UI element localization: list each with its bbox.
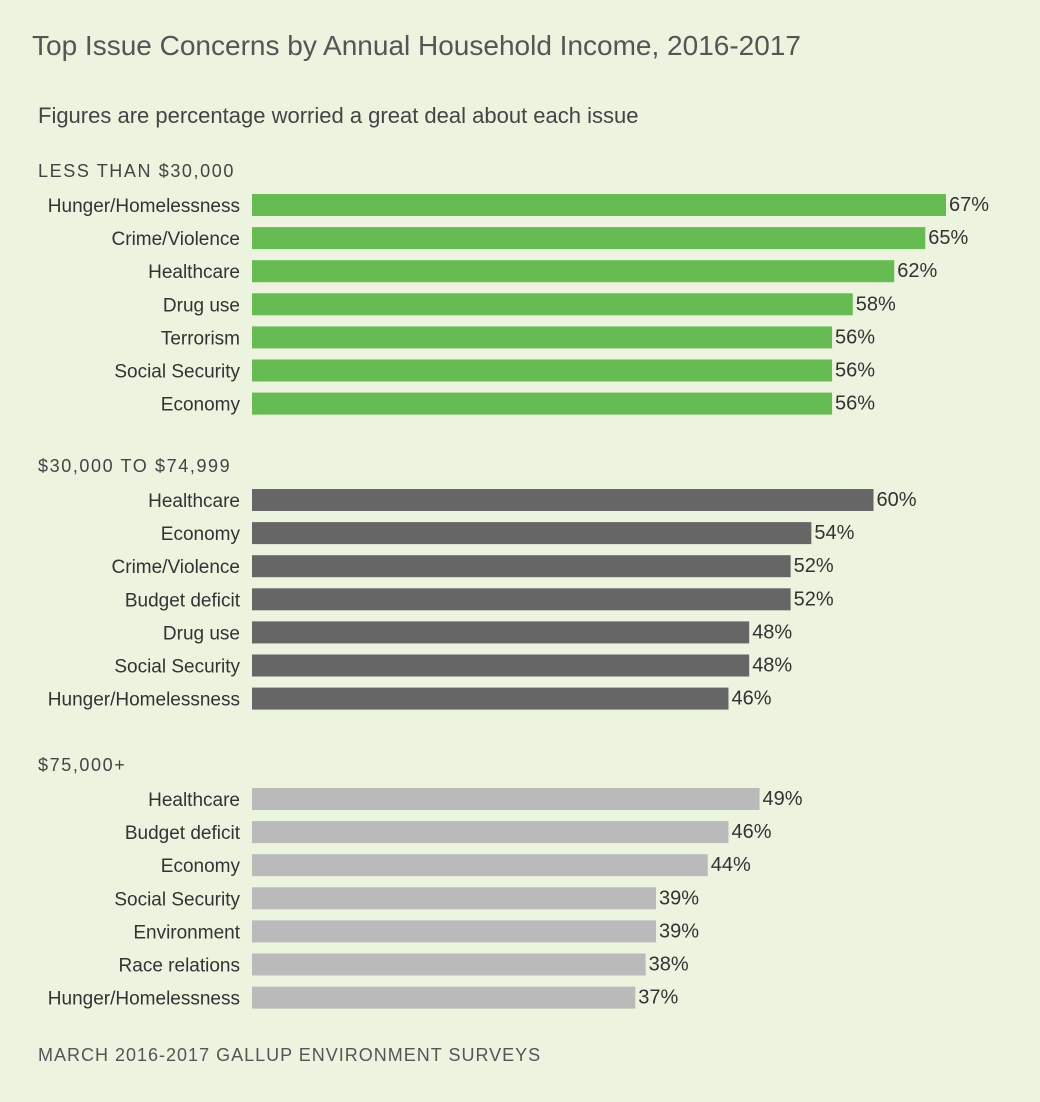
category-label: Budget deficit xyxy=(125,823,241,844)
value-label: 56% xyxy=(835,360,875,382)
value-label: 52% xyxy=(794,588,834,610)
value-label: 67% xyxy=(949,194,989,216)
bar xyxy=(252,326,833,349)
value-label: 46% xyxy=(731,688,771,710)
bar xyxy=(252,986,636,1009)
category-label: Social Security xyxy=(114,362,240,383)
category-label: Economy xyxy=(161,524,241,545)
bar xyxy=(252,854,708,877)
category-label: Hunger/Homelessness xyxy=(48,989,240,1010)
category-label: Environment xyxy=(133,922,240,943)
bar xyxy=(252,588,791,611)
category-label: Social Security xyxy=(114,889,240,910)
bar xyxy=(252,887,656,910)
category-label: Economy xyxy=(161,395,241,416)
group-label: $30,000 TO $74,999 xyxy=(38,456,231,476)
bar xyxy=(252,821,729,844)
value-label: 49% xyxy=(763,788,803,810)
category-label: Crime/Violence xyxy=(112,557,240,578)
category-label: Race relations xyxy=(119,956,240,977)
category-label: Budget deficit xyxy=(125,590,241,611)
value-label: 48% xyxy=(752,655,792,677)
bar xyxy=(252,293,853,316)
source-note: MARCH 2016-2017 GALLUP ENVIRONMENT SURVE… xyxy=(38,1045,542,1065)
category-label: Drug use xyxy=(163,623,240,644)
bar xyxy=(252,260,895,283)
category-label: Terrorism xyxy=(161,328,240,349)
value-label: 56% xyxy=(835,393,875,415)
bar xyxy=(252,489,874,511)
bar xyxy=(252,555,791,578)
bar xyxy=(252,687,729,710)
bar xyxy=(252,920,656,943)
category-label: Crime/Violence xyxy=(112,229,240,250)
category-label: Drug use xyxy=(163,295,240,316)
category-label: Hunger/Homelessness xyxy=(48,196,240,217)
value-label: 60% xyxy=(876,489,916,511)
bar xyxy=(252,227,926,250)
bar xyxy=(252,359,833,382)
category-label: Social Security xyxy=(114,657,240,678)
value-label: 38% xyxy=(649,954,689,976)
chart-title: Top Issue Concerns by Annual Household I… xyxy=(32,30,801,61)
value-label: 65% xyxy=(928,227,968,249)
category-label: Healthcare xyxy=(148,491,240,512)
value-label: 46% xyxy=(731,821,771,843)
value-label: 37% xyxy=(638,987,678,1009)
group-label: LESS THAN $30,000 xyxy=(38,161,235,181)
category-label: Hunger/Homelessness xyxy=(48,690,240,711)
group-label: $75,000+ xyxy=(38,755,126,775)
bar xyxy=(252,953,646,976)
bar xyxy=(252,522,812,545)
value-label: 62% xyxy=(897,260,937,282)
category-label: Healthcare xyxy=(148,262,240,283)
category-label: Healthcare xyxy=(148,790,240,811)
value-label: 52% xyxy=(794,555,834,577)
value-label: 39% xyxy=(659,887,699,909)
chart-subtitle: Figures are percentage worried a great d… xyxy=(38,103,639,128)
bar xyxy=(252,392,833,415)
value-label: 44% xyxy=(711,854,751,876)
value-label: 54% xyxy=(814,522,854,544)
bar xyxy=(252,194,946,216)
value-label: 56% xyxy=(835,326,875,348)
bar xyxy=(252,654,750,677)
value-label: 48% xyxy=(752,621,792,643)
value-label: 39% xyxy=(659,920,699,942)
category-label: Economy xyxy=(161,856,241,877)
value-label: 58% xyxy=(856,293,896,315)
bar xyxy=(252,788,760,810)
bar xyxy=(252,621,750,644)
